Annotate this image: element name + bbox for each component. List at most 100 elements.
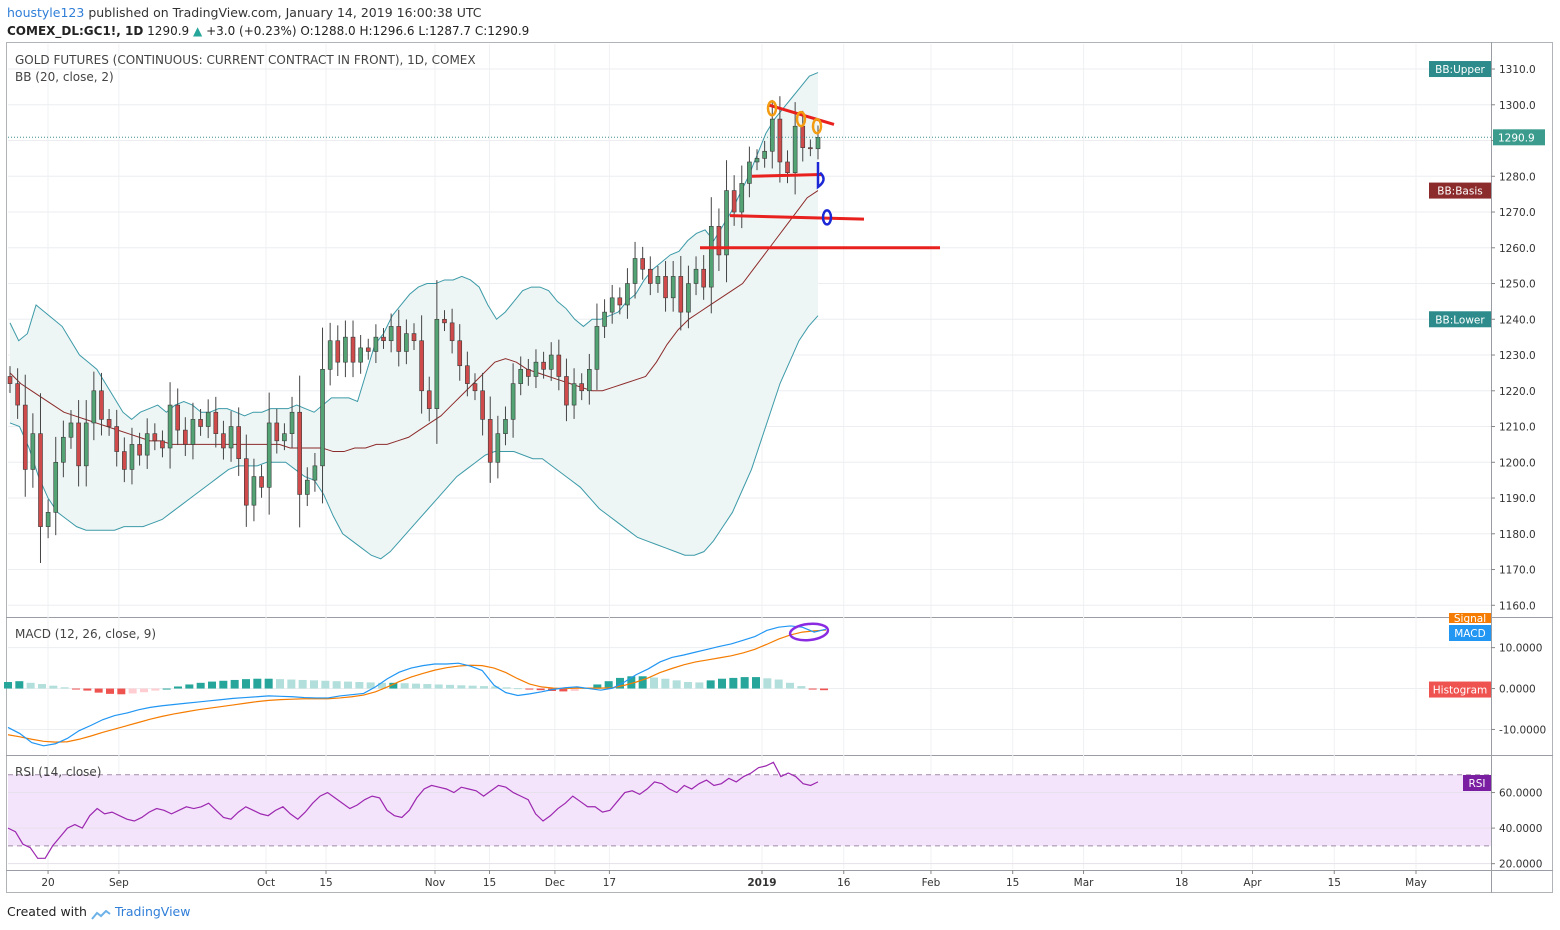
rsi-line [7,761,819,859]
candle [320,327,325,504]
rsi-legend: RSI (14, close) [15,765,102,779]
candle-body [205,411,211,427]
candle [251,458,257,522]
candle-body [228,426,234,449]
candle-body [739,183,745,213]
bb-basis-line [9,190,819,453]
candle [503,406,508,446]
created-with-label: Created with [7,904,87,919]
macd-histogram-bar [400,683,409,689]
candle [381,328,386,349]
candle [625,268,630,319]
candle-body [144,433,150,456]
candle [76,400,81,487]
candle [388,313,394,353]
macd-tick-label: 0.0000 [1499,684,1536,696]
candle-body [716,226,722,256]
x-tick-label: Nov [425,877,446,889]
macd-histogram-bar [514,688,522,690]
candle-body [648,268,653,284]
macd-histogram-bar [15,681,24,689]
macd-histogram-bar [536,688,545,691]
candle-body [68,422,74,438]
candle [53,436,59,536]
macd-histogram-bar [83,688,92,691]
candle-body [518,369,524,384]
candle [571,368,577,419]
candle [602,299,607,339]
tradingview-logo-icon [91,908,111,920]
macd-histogram-bar [196,682,205,689]
macd-histogram-bar [230,679,239,689]
macd-histogram-bar [310,680,318,689]
candle-body [289,411,295,434]
candle [266,392,272,515]
bb-lower-tag-label: BB:Lower [1435,314,1485,326]
macd-histogram-bar [287,679,296,689]
candle-body [221,433,226,449]
price-tick-label: 1210.0 [1499,422,1536,434]
macd-histogram-bar [638,676,647,689]
candle-body [480,390,485,420]
candle-body [388,326,394,342]
candle-body [327,340,333,370]
macd-histogram-bar [117,688,126,695]
candle-body [800,125,806,148]
candle-body [45,512,51,527]
macd-histogram-bar [423,684,432,689]
macd-histogram-bar [774,679,783,689]
candle [526,358,531,386]
candle-body [304,479,310,495]
candle-body [449,322,455,342]
candle [678,255,684,331]
candle-body [30,433,36,470]
candle-body [152,433,158,442]
candle [404,319,409,365]
x-tick-label: 17 [603,877,616,889]
candle [160,430,165,458]
candle [167,382,173,469]
macd-histogram-bar [4,682,12,689]
candle [434,280,440,444]
tradingview-brand-link[interactable]: TradingView [114,904,191,919]
candle [640,246,645,280]
x-tick-label: May [1405,877,1427,889]
price-tick-label: 1280.0 [1499,171,1536,183]
macd-histogram-bar [174,686,182,689]
candle [457,324,463,381]
macd-histogram-bar [740,677,749,689]
candle [91,371,97,441]
candle [587,353,592,405]
up-arrow-icon: ▲ [193,24,203,38]
candle [282,423,287,451]
candle-body [686,283,691,313]
candle [670,261,676,312]
candle [183,417,188,456]
candle [708,197,714,314]
macd-histogram-bar [332,681,341,689]
candle [701,255,706,300]
candle-body [602,311,607,327]
candle [747,146,752,198]
price-tick-label: 1250.0 [1499,279,1536,291]
macd-tag-label: MACD [1454,628,1485,640]
author-link[interactable]: houstyle123 [7,5,85,20]
candle-body [282,433,287,442]
candle [373,324,379,364]
candle [609,284,615,324]
candle [15,368,20,419]
resistance-trendline [767,103,835,126]
candle [686,265,691,329]
candle [472,373,478,401]
candle [792,102,798,195]
candle [465,351,470,397]
macd-histogram-bar [786,682,794,689]
candle-body [251,476,257,506]
candle [205,399,211,439]
candle [754,149,760,171]
macd-histogram-bar [434,684,443,689]
histogram-tag [1429,681,1491,698]
x-tick-label: 20 [41,877,54,889]
price-tick-label: 1300.0 [1499,100,1536,112]
